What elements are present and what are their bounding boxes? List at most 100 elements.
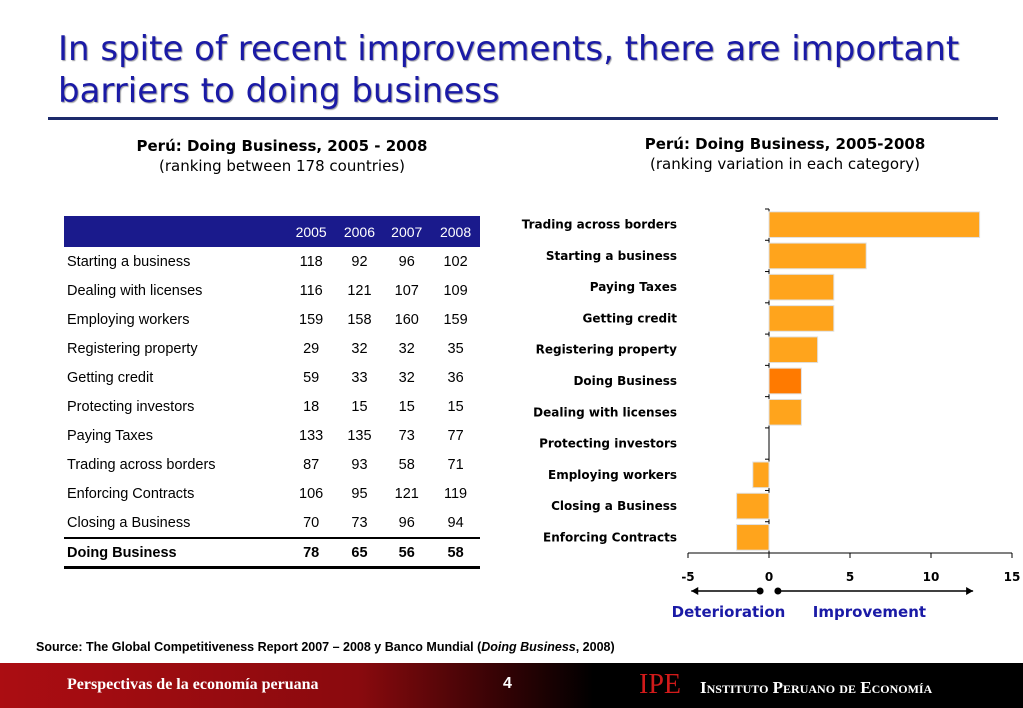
table-cell: 121 xyxy=(347,282,372,299)
table-cell: 109 xyxy=(443,282,468,299)
category-label: Dealing with licenses xyxy=(533,405,677,419)
improvement-label: Improvement xyxy=(813,603,926,621)
table-cell: 96 xyxy=(398,514,415,531)
table-cell: 160 xyxy=(394,311,419,328)
header-cell: 2007 xyxy=(382,216,432,247)
bar xyxy=(768,336,819,364)
row-label: Enforcing Contracts xyxy=(67,485,195,502)
x-tick-label: 5 xyxy=(846,570,854,584)
table-cell: 56 xyxy=(382,537,432,569)
bar xyxy=(768,242,867,270)
table-cell: 102 xyxy=(443,253,468,270)
table-row: Paying Taxes 133 135 73 77 xyxy=(64,421,480,450)
row-label: Closing a Business xyxy=(67,514,191,531)
improvement-dot xyxy=(774,587,782,595)
table-row: Enforcing Contracts 106 95 121 119 xyxy=(64,479,480,508)
table-cell: 93 xyxy=(351,456,368,473)
table-cell: 77 xyxy=(447,427,464,444)
table-cell: 59 xyxy=(303,369,320,386)
table-cell: 159 xyxy=(443,311,468,328)
header-cell xyxy=(64,216,286,247)
table-cell: 35 xyxy=(447,340,464,357)
chart-caption-subtitle: (ranking variation in each category) xyxy=(650,155,920,173)
table-cell: 73 xyxy=(351,514,368,531)
table-cell: 70 xyxy=(303,514,320,531)
total-row: Doing Business 78 65 56 58 xyxy=(64,537,480,569)
category-label: Registering property xyxy=(536,343,678,357)
row-label: Employing workers xyxy=(67,311,190,328)
header-cell: 2008 xyxy=(431,216,480,247)
bar xyxy=(768,367,802,395)
table-row: Starting a business 118 92 96 102 xyxy=(64,247,480,276)
improvement-arrowhead xyxy=(966,587,974,595)
bar xyxy=(768,211,981,238)
title-divider xyxy=(48,117,998,120)
table-caption-subtitle: (ranking between 178 countries) xyxy=(159,157,405,175)
table-cell: 32 xyxy=(351,340,368,357)
header-cell: 2005 xyxy=(285,216,337,247)
category-label: Enforcing Contracts xyxy=(543,530,677,544)
table-cell: 15 xyxy=(447,398,464,415)
table-cell: 107 xyxy=(394,282,419,299)
source-suffix: , 2008) xyxy=(575,640,615,654)
table-cell: 133 xyxy=(299,427,324,444)
bar xyxy=(768,273,835,301)
table-caption: Perú: Doing Business, 2005 - 2008 (ranki… xyxy=(92,136,472,176)
category-label: Starting a business xyxy=(546,249,677,263)
table-cell: 15 xyxy=(398,398,415,415)
institute-name: Instituto Peruano de Economía xyxy=(700,678,933,697)
table-cell: 92 xyxy=(351,253,368,270)
bar xyxy=(768,305,835,332)
table-cell: 106 xyxy=(299,485,324,502)
slide-title: In spite of recent improvements, there a… xyxy=(58,29,960,111)
table-cell: 58 xyxy=(398,456,415,473)
table-cell: 29 xyxy=(303,340,320,357)
page-number: 4 xyxy=(503,675,512,692)
x-tick-label: 15 xyxy=(1004,570,1020,584)
deterioration-label: Deterioration xyxy=(672,603,786,621)
row-label: Protecting investors xyxy=(67,398,195,415)
table-header-row: 2005 2006 2007 2008 xyxy=(64,216,480,247)
table-cell: 95 xyxy=(351,485,368,502)
table-cell: 116 xyxy=(299,282,323,299)
table-cell: 87 xyxy=(303,456,320,473)
bar xyxy=(752,461,770,489)
table-cell: 119 xyxy=(444,485,468,502)
footer-bar: Perspectivas de la economía peruana 4 IP… xyxy=(0,663,1023,708)
category-label: Employing workers xyxy=(548,468,677,482)
table-cell: 18 xyxy=(303,398,320,415)
category-label: Trading across borders xyxy=(522,218,677,232)
ranking-table: 2005 2006 2007 2008 Starting a business 1… xyxy=(64,216,480,569)
table-cell: 121 xyxy=(394,485,419,502)
deterioration-arrowhead xyxy=(691,587,699,595)
ranking-variation-chart: -5 0 5 10 15 Trading across borders Starting a… xyxy=(522,208,1020,621)
source-prefix: Source: The Global Competitiveness Repor… xyxy=(36,640,482,654)
footer-title: Perspectivas de la economía peruana xyxy=(67,676,319,693)
table-cell: 32 xyxy=(398,340,415,357)
table-row: Employing workers 159 158 160 159 xyxy=(64,305,480,334)
row-label: Doing Business xyxy=(64,537,286,569)
category-label: Doing Business xyxy=(573,374,677,388)
table-cell: 96 xyxy=(398,253,415,270)
row-label: Registering property xyxy=(67,340,198,357)
row-label: Starting a business xyxy=(67,253,191,270)
category-label: Closing a Business xyxy=(551,499,677,513)
row-label: Paying Taxes xyxy=(67,427,153,444)
table-cell: 94 xyxy=(447,514,464,531)
table-cell: 159 xyxy=(299,311,324,328)
table-cell: 135 xyxy=(347,427,372,444)
table-cell: 58 xyxy=(431,537,480,569)
x-tick-label: -5 xyxy=(681,570,694,584)
chart-caption-title: Perú: Doing Business, 2005-2008 xyxy=(644,135,926,153)
header-cell: 2006 xyxy=(336,216,383,247)
category-label: Protecting investors xyxy=(539,437,677,451)
table-cell: 36 xyxy=(447,369,464,386)
bar xyxy=(736,524,770,551)
table-cell: 78 xyxy=(285,537,337,569)
table-caption-title: Perú: Doing Business, 2005 - 2008 xyxy=(136,137,428,155)
category-label: Paying Taxes xyxy=(590,280,677,294)
bar xyxy=(768,398,802,426)
source-italic: Doing Business xyxy=(481,640,576,654)
table-cell: 71 xyxy=(447,456,464,473)
ipe-logo: IPE xyxy=(639,669,681,700)
